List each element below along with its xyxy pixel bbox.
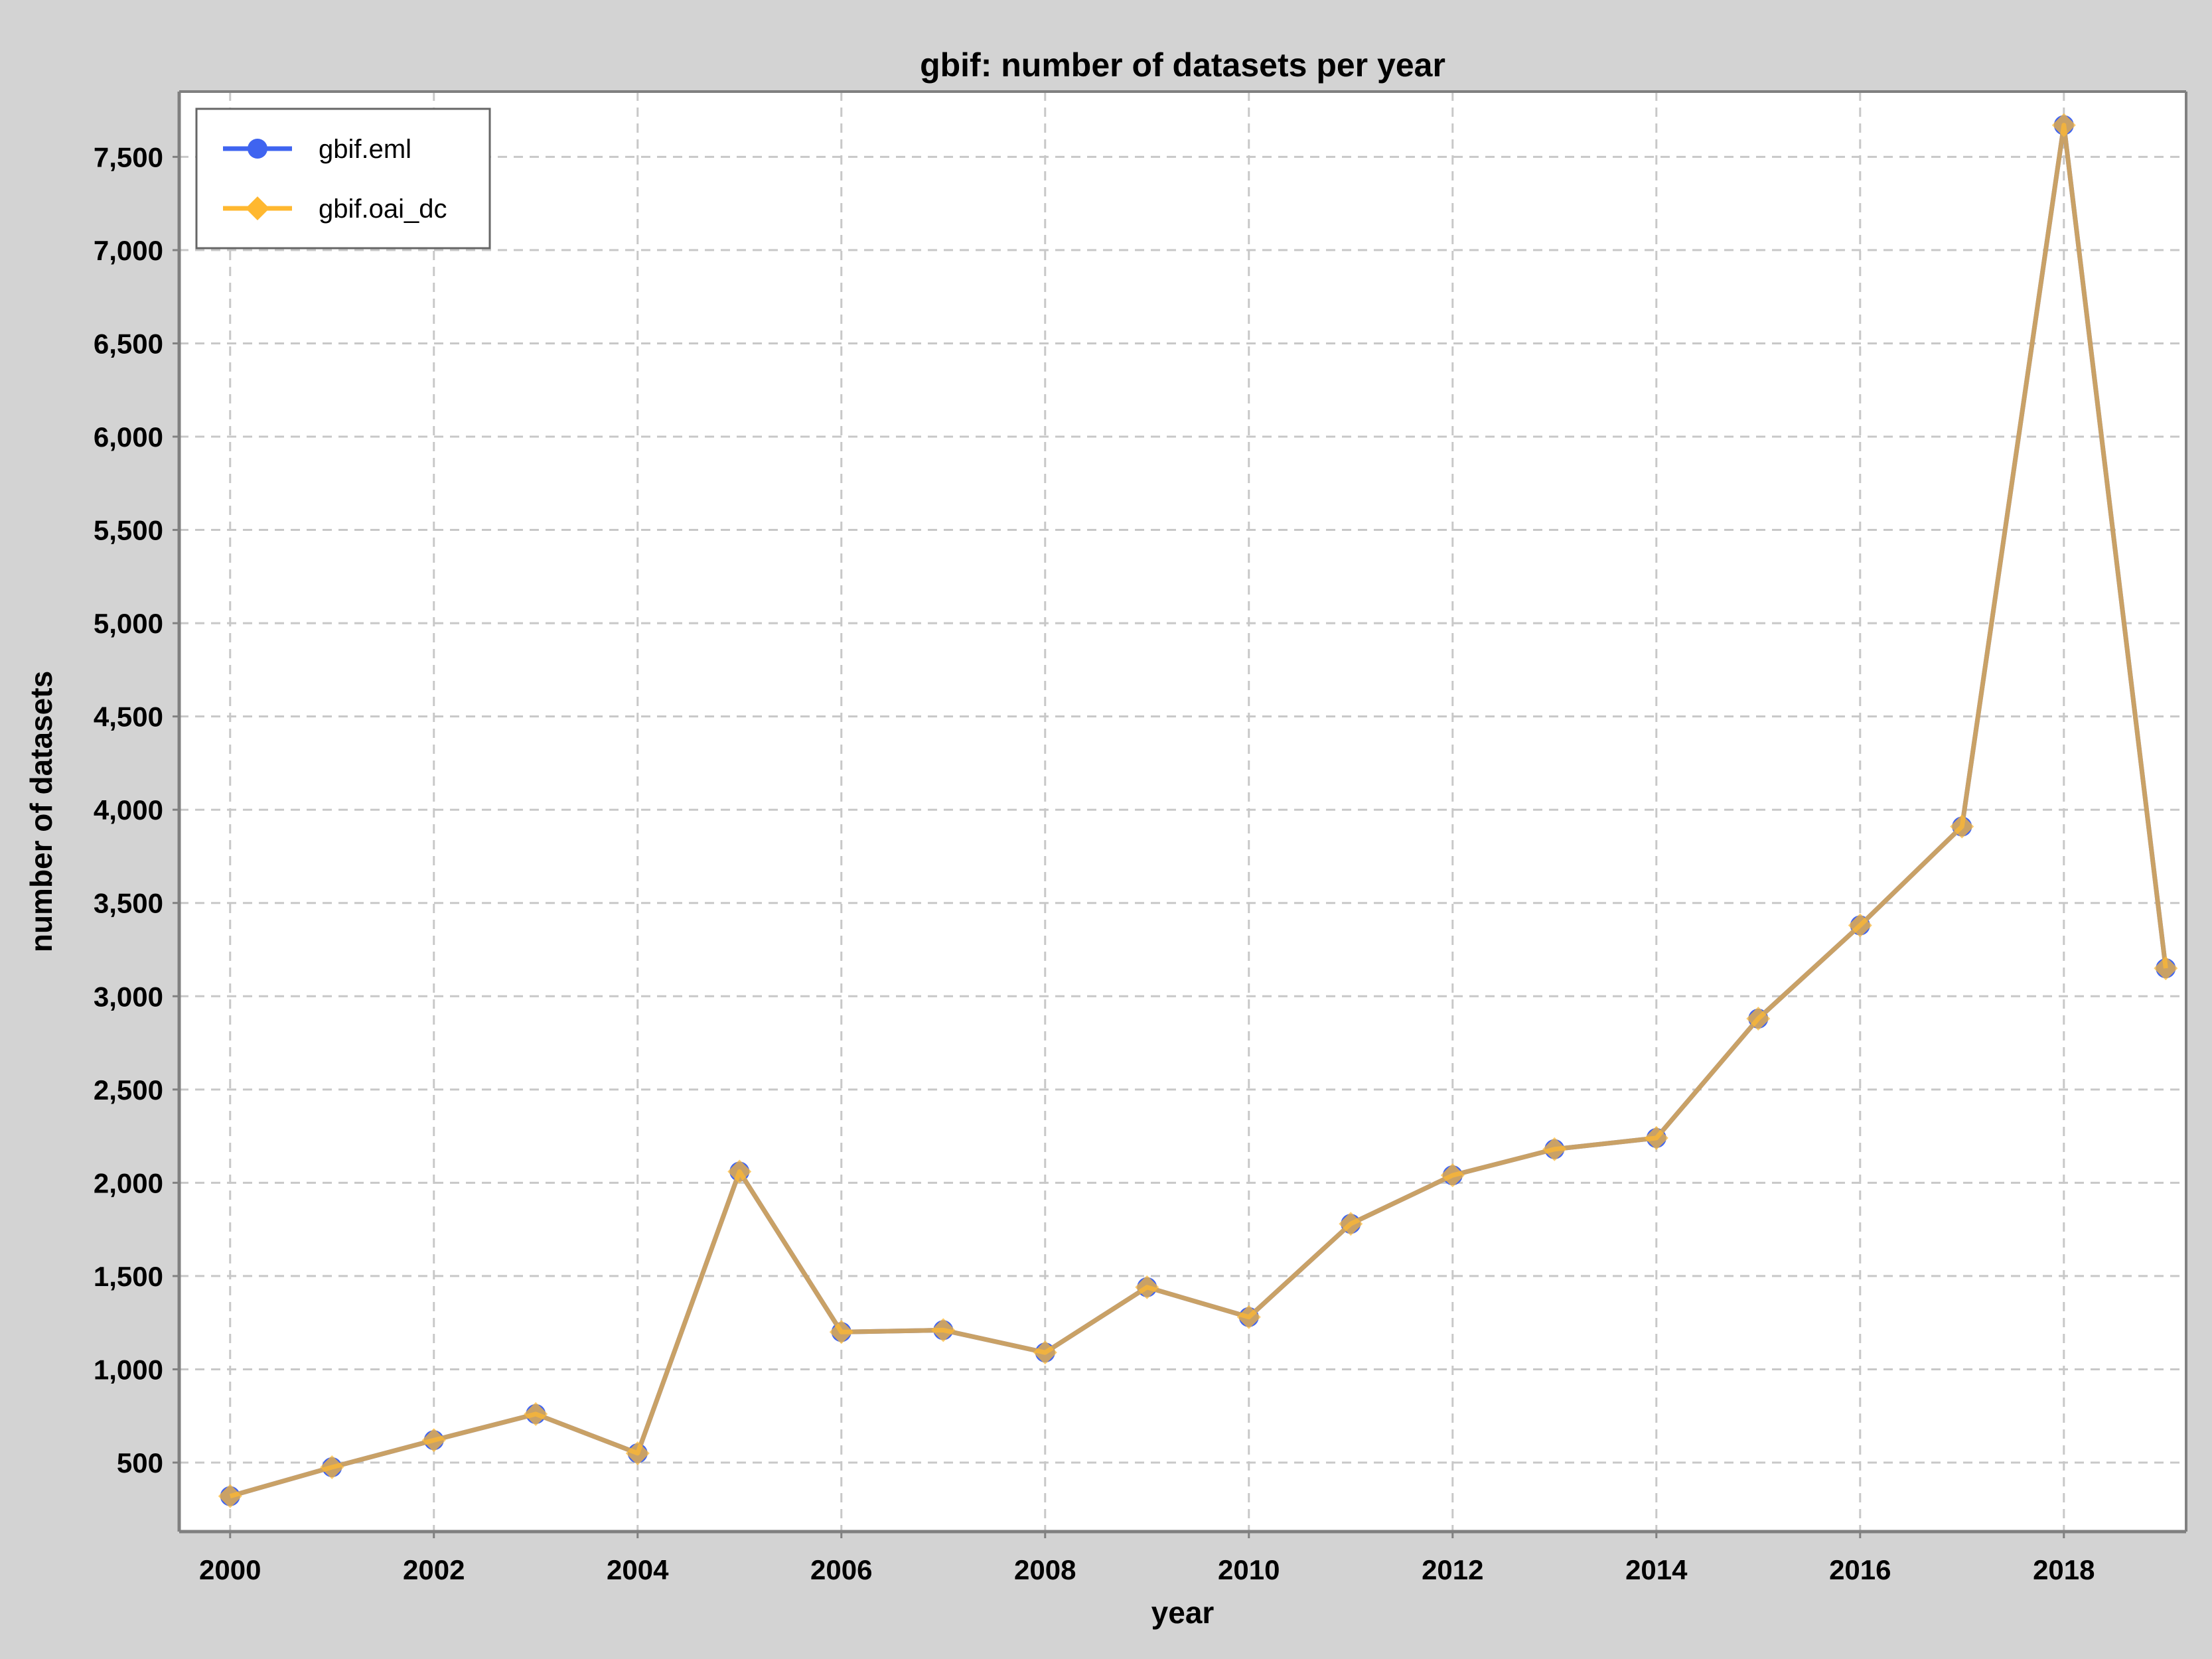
y-tick-label: 4,000 bbox=[94, 794, 163, 826]
x-tick-label: 2014 bbox=[1625, 1554, 1688, 1585]
data-point-gbif-oai-dc bbox=[1339, 1212, 1363, 1236]
data-point-gbif-oai-dc bbox=[931, 1318, 956, 1342]
legend-box bbox=[195, 108, 491, 250]
data-point-gbif-oai-dc bbox=[218, 1484, 242, 1508]
y-tick-label: 3,500 bbox=[94, 888, 163, 919]
data-point-gbif-oai-dc bbox=[625, 1441, 650, 1465]
x-tick-label: 2012 bbox=[1422, 1554, 1483, 1585]
x-tick-label: 2018 bbox=[2033, 1554, 2095, 1585]
y-tick-label: 2,500 bbox=[94, 1074, 163, 1106]
y-tick-label: 2,000 bbox=[94, 1167, 163, 1198]
y-tick-label: 5,000 bbox=[94, 608, 163, 639]
ticks: 500 1,000 1,500 2,000 2,500 3,000 3,500 4,000 4,… bbox=[94, 141, 2095, 1585]
data-point-gbif-oai-dc bbox=[421, 1428, 446, 1453]
y-tick-label: 1,000 bbox=[94, 1354, 163, 1385]
data-point-gbif-oai-dc bbox=[1440, 1163, 1465, 1188]
legend-marker-oai-dc bbox=[246, 196, 269, 220]
data-point-gbif-oai-dc bbox=[1033, 1340, 1057, 1365]
legend: gbif.eml gbif.oai_dc bbox=[195, 108, 491, 250]
data-point-gbif-oai-dc bbox=[1746, 1007, 1771, 1031]
data-point-gbif-oai-dc bbox=[2051, 113, 2076, 137]
y-tick-label: 6,000 bbox=[94, 421, 163, 453]
y-tick-label: 3,000 bbox=[94, 981, 163, 1012]
x-tick-label: 2016 bbox=[1829, 1554, 1891, 1585]
y-tick-label: 4,500 bbox=[94, 701, 163, 733]
x-tick-label: 2002 bbox=[403, 1554, 465, 1585]
y-tick-label: 6,500 bbox=[94, 328, 163, 359]
y-tick-label: 500 bbox=[117, 1447, 163, 1479]
x-axis-label: year bbox=[1151, 1595, 1215, 1630]
data-point-gbif-oai-dc bbox=[1848, 913, 1872, 938]
y-tick-label: 7,500 bbox=[94, 141, 163, 173]
data-point-gbif-oai-dc bbox=[2154, 956, 2178, 981]
chart-title: gbif: number of datasets per year bbox=[920, 46, 1445, 84]
data-point-gbif-oai-dc bbox=[1644, 1125, 1668, 1150]
x-tick-label: 2006 bbox=[810, 1554, 872, 1585]
data-point-gbif-oai-dc bbox=[829, 1320, 853, 1344]
data-point-gbif-oai-dc bbox=[524, 1402, 548, 1426]
y-tick-label: 5,500 bbox=[94, 515, 163, 546]
legend-label-eml: gbif.eml bbox=[319, 135, 411, 164]
series bbox=[218, 113, 2178, 1508]
x-tick-label: 2000 bbox=[199, 1554, 261, 1585]
data-point-gbif-oai-dc bbox=[727, 1159, 752, 1184]
data-point-gbif-oai-dc bbox=[1950, 814, 1974, 839]
y-tick-label: 7,000 bbox=[94, 235, 163, 266]
data-point-gbif-oai-dc bbox=[1135, 1275, 1159, 1299]
data-point-gbif-oai-dc bbox=[1236, 1305, 1261, 1329]
series-line-gbif-oai-dc bbox=[229, 123, 2168, 1498]
y-axis-label: number of datasets bbox=[24, 671, 58, 952]
legend-label-oai-dc: gbif.oai_dc bbox=[319, 194, 447, 224]
x-tick-label: 2010 bbox=[1218, 1554, 1280, 1585]
data-point-gbif-oai-dc bbox=[1542, 1137, 1567, 1161]
grid bbox=[179, 92, 2186, 1532]
x-tick-label: 2004 bbox=[607, 1554, 669, 1585]
x-tick-label: 2008 bbox=[1014, 1554, 1076, 1585]
plot-area bbox=[179, 92, 2186, 1532]
data-point-gbif-oai-dc bbox=[320, 1455, 344, 1480]
y-tick-label: 1,500 bbox=[94, 1261, 163, 1292]
legend-marker-eml bbox=[248, 139, 267, 159]
